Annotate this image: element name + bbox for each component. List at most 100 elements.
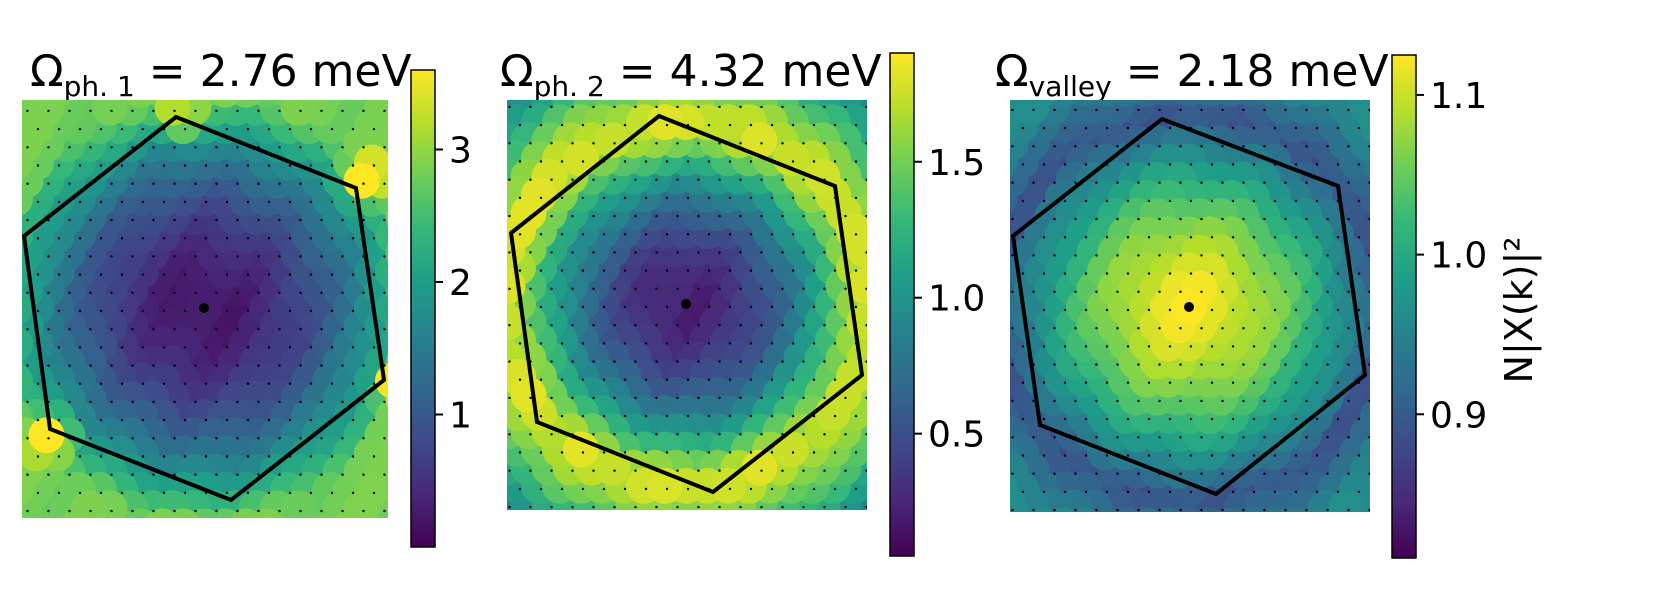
heatmap-cell <box>385 317 388 336</box>
k-sample-dot <box>529 433 532 436</box>
k-sample-dot <box>571 214 574 218</box>
k-sample-dot <box>1284 363 1287 366</box>
k-sample-dot <box>78 491 82 495</box>
k-sample-dot <box>770 342 774 345</box>
k-sample-dot <box>550 433 553 436</box>
k-sample-dot <box>267 309 271 313</box>
k-sample-dot <box>686 160 690 163</box>
k-sample-dot <box>351 200 355 204</box>
k-sample-dot <box>665 123 669 127</box>
k-sample-dot <box>288 418 292 422</box>
k-sample-dot <box>194 146 197 149</box>
k-sample-dot <box>1168 381 1172 384</box>
k-sample-dot <box>581 160 585 163</box>
k-sample-dot <box>1294 163 1298 166</box>
k-sample-dot <box>1084 236 1088 239</box>
k-sample-dot <box>236 182 239 185</box>
k-sample-dot <box>529 251 532 254</box>
k-sample-dot <box>236 437 239 440</box>
heatmap-cell <box>22 467 23 476</box>
k-sample-dot <box>1231 236 1235 239</box>
k-sample-dot <box>770 233 774 236</box>
k-sample-dot <box>183 455 187 458</box>
k-sample-dot <box>791 305 795 309</box>
k-sample-dot <box>707 196 711 200</box>
k-sample-dot <box>341 400 344 404</box>
heatmap-cell <box>510 195 547 232</box>
k-sample-dot <box>749 305 753 309</box>
heatmap-cell <box>280 490 317 518</box>
k-sample-dot <box>602 342 606 345</box>
k-sample-dot <box>718 360 721 363</box>
k-sample-dot <box>865 105 867 109</box>
k-sample-dot <box>760 469 763 472</box>
k-sample-dot <box>47 182 50 185</box>
k-sample-dot <box>257 400 260 404</box>
k-sample-dot <box>1011 254 1014 257</box>
k-sample-dot <box>1032 436 1035 439</box>
k-sample-dot <box>320 509 323 513</box>
k-sample-dot <box>728 487 732 491</box>
heatmap-cell <box>1328 489 1365 512</box>
k-sample-dot <box>676 505 679 509</box>
k-sample-dot <box>215 255 218 258</box>
k-sample-dot <box>1032 254 1035 257</box>
k-sample-dot <box>1347 181 1350 184</box>
k-sample-dot <box>278 291 281 294</box>
k-sample-dot <box>1221 436 1224 439</box>
k-sample-dot <box>183 164 187 167</box>
k-sample-dot <box>623 414 627 418</box>
k-sample-dot <box>718 505 721 509</box>
k-sample-dot <box>110 218 113 222</box>
k-sample-dot <box>1095 399 1098 403</box>
heatmap-cell <box>70 490 107 518</box>
k-sample-dot <box>1252 163 1256 166</box>
k-sample-dot <box>26 437 29 440</box>
k-sample-dot <box>5 437 7 439</box>
k-sample-dot <box>194 109 197 113</box>
k-sample-dot <box>1158 399 1161 403</box>
k-sample-dot <box>1368 436 1370 439</box>
k-sample-dot <box>404 219 406 221</box>
k-sample-dot <box>1179 145 1182 148</box>
k-sample-dot <box>215 509 218 513</box>
k-sample-dot <box>1273 417 1277 421</box>
k-sample-dot <box>1063 126 1067 130</box>
k-sample-dot <box>288 491 292 495</box>
heatmap-cell <box>231 100 261 108</box>
k-sample-dot <box>550 396 553 400</box>
k-sample-dot <box>644 342 648 345</box>
heatmap-cell <box>1321 100 1351 107</box>
k-sample-dot <box>487 397 489 399</box>
k-sample-dot <box>362 291 365 294</box>
k-sample-dot <box>225 382 229 385</box>
k-sample-dot <box>1263 327 1266 330</box>
k-sample-dot <box>508 251 511 254</box>
k-sample-dot <box>1001 200 1003 202</box>
k-sample-dot <box>508 214 511 218</box>
k-sample-dot <box>320 400 323 404</box>
k-sample-dot <box>1305 363 1308 366</box>
k-sample-dot <box>1053 181 1056 184</box>
k-sample-dot <box>1273 199 1277 203</box>
k-sample-dot <box>288 164 292 167</box>
k-sample-dot <box>1168 236 1172 239</box>
k-sample-dot <box>812 342 816 345</box>
k-sample-dot <box>539 269 543 272</box>
heatmap-cell <box>145 508 179 518</box>
k-sample-dot <box>718 105 721 109</box>
k-sample-dot <box>813 524 815 526</box>
k-sample-dot <box>320 146 323 149</box>
k-sample-dot <box>581 487 585 491</box>
k-sample-dot <box>1242 290 1245 293</box>
k-sample-dot <box>1210 417 1214 421</box>
k-sample-dot <box>655 178 658 181</box>
k-sample-dot <box>1295 527 1297 529</box>
k-sample-dot <box>718 214 721 218</box>
k-sample-dot <box>539 160 543 163</box>
k-sample-dot <box>1116 399 1119 403</box>
k-sample-dot <box>1084 345 1088 348</box>
k-sample-dot <box>1053 399 1056 403</box>
k-sample-dot <box>1158 508 1161 512</box>
k-sample-dot <box>854 196 858 200</box>
